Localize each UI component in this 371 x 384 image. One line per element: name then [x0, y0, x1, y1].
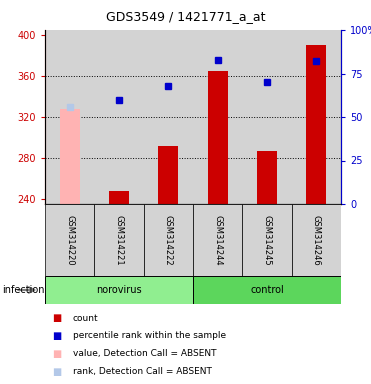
- Text: ■: ■: [52, 349, 62, 359]
- Text: percentile rank within the sample: percentile rank within the sample: [73, 331, 226, 341]
- Text: GSM314245: GSM314245: [263, 215, 272, 265]
- Text: value, Detection Call = ABSENT: value, Detection Call = ABSENT: [73, 349, 216, 358]
- Text: GSM314222: GSM314222: [164, 215, 173, 265]
- Text: GSM314244: GSM314244: [213, 215, 222, 265]
- Bar: [45, 204, 94, 276]
- Text: GSM314246: GSM314246: [312, 215, 321, 265]
- Text: GSM314221: GSM314221: [115, 215, 124, 265]
- Text: rank, Detection Call = ABSENT: rank, Detection Call = ABSENT: [73, 367, 212, 376]
- Text: control: control: [250, 285, 284, 295]
- Bar: [94, 204, 144, 276]
- Bar: [208, 71, 227, 204]
- Text: ■: ■: [52, 367, 62, 377]
- Text: count: count: [73, 314, 98, 323]
- Text: ■: ■: [52, 331, 62, 341]
- Bar: [193, 276, 341, 304]
- Bar: [144, 204, 193, 276]
- Text: ■: ■: [52, 313, 62, 323]
- Bar: [45, 276, 193, 304]
- Bar: [292, 204, 341, 276]
- Bar: [306, 45, 326, 204]
- Text: infection: infection: [2, 285, 45, 295]
- Bar: [109, 191, 129, 204]
- Bar: [257, 151, 277, 204]
- Bar: [158, 146, 178, 204]
- Bar: [242, 204, 292, 276]
- Bar: [60, 109, 79, 204]
- Bar: [193, 204, 242, 276]
- Text: GDS3549 / 1421771_a_at: GDS3549 / 1421771_a_at: [106, 10, 265, 23]
- Text: GSM314220: GSM314220: [65, 215, 74, 265]
- Text: norovirus: norovirus: [96, 285, 142, 295]
